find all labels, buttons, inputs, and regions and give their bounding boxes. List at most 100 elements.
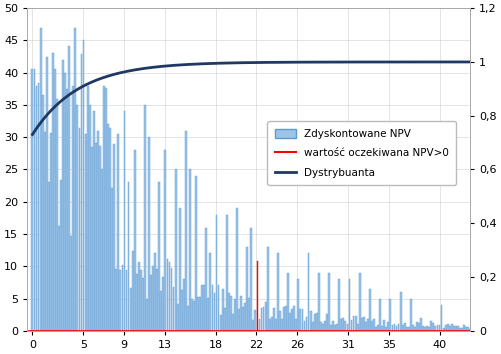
Bar <box>391 325 393 331</box>
Bar <box>283 307 285 331</box>
Bar <box>324 321 326 331</box>
Bar <box>73 86 74 331</box>
Bar <box>130 289 132 331</box>
Bar <box>291 309 293 331</box>
Bar <box>191 299 193 331</box>
Bar <box>443 328 444 331</box>
Bar <box>334 325 336 331</box>
Bar <box>343 318 344 331</box>
Bar <box>36 86 38 331</box>
Bar <box>365 322 367 331</box>
Bar <box>330 325 332 331</box>
Bar <box>369 289 371 331</box>
Bar <box>187 307 189 331</box>
Bar <box>269 319 271 331</box>
Bar <box>357 324 359 331</box>
Bar <box>148 137 150 331</box>
Bar <box>193 301 195 331</box>
Bar <box>168 262 170 331</box>
Bar <box>183 279 185 331</box>
Bar <box>436 325 438 331</box>
Bar <box>259 319 261 331</box>
Bar <box>406 327 408 331</box>
Bar <box>203 285 205 331</box>
Bar <box>160 291 162 331</box>
Bar <box>77 105 78 331</box>
Bar <box>230 296 232 331</box>
Bar <box>296 319 297 331</box>
Bar <box>422 326 424 331</box>
Bar <box>308 253 310 331</box>
Bar <box>304 321 306 331</box>
Bar <box>181 290 183 331</box>
Bar <box>70 236 72 331</box>
Bar <box>273 308 275 331</box>
Bar <box>62 60 64 331</box>
Bar <box>207 298 209 331</box>
Bar <box>234 299 236 331</box>
Bar <box>126 270 127 331</box>
Bar <box>310 311 312 331</box>
Bar <box>119 270 121 331</box>
Bar <box>359 273 361 331</box>
Bar <box>375 327 377 331</box>
Bar <box>447 324 448 331</box>
Bar <box>326 314 328 331</box>
Bar <box>349 279 350 331</box>
Bar <box>122 265 123 331</box>
Bar <box>44 132 46 331</box>
Bar <box>389 298 391 331</box>
Bar <box>173 287 174 331</box>
Bar <box>115 269 117 331</box>
Bar <box>381 326 383 331</box>
Bar <box>201 285 203 331</box>
Bar <box>142 278 144 331</box>
Bar <box>336 324 338 331</box>
Bar <box>432 323 434 331</box>
Bar <box>224 308 225 331</box>
Bar <box>248 298 250 331</box>
Bar <box>404 322 406 331</box>
Bar <box>215 215 217 331</box>
Bar <box>377 325 379 331</box>
Bar <box>109 128 111 331</box>
Bar <box>300 309 301 331</box>
Bar <box>52 53 54 331</box>
Bar <box>103 86 105 331</box>
Bar <box>408 327 410 331</box>
Bar <box>136 274 138 331</box>
Bar <box>453 326 455 331</box>
Bar <box>209 253 211 331</box>
Bar <box>91 147 93 331</box>
Bar <box>48 182 50 331</box>
Bar <box>211 285 213 331</box>
Bar <box>101 169 103 331</box>
Bar <box>340 319 342 331</box>
Bar <box>83 40 85 331</box>
Bar <box>257 261 259 331</box>
Bar <box>316 313 318 331</box>
Bar <box>93 112 95 331</box>
Bar <box>440 305 442 331</box>
Bar <box>285 306 287 331</box>
Bar <box>250 228 252 331</box>
Bar <box>420 318 422 331</box>
Bar <box>320 322 322 331</box>
Bar <box>81 54 83 331</box>
Bar <box>79 128 80 331</box>
Bar <box>46 57 48 331</box>
Bar <box>387 322 389 331</box>
Bar <box>306 317 308 331</box>
Bar <box>345 321 346 331</box>
Bar <box>385 327 387 331</box>
Bar <box>351 320 352 331</box>
Bar <box>371 321 373 331</box>
Bar <box>240 296 242 331</box>
Legend: Zdyskontowane NPV, wartość oczekiwana NPV>0, Dystrybuanta: Zdyskontowane NPV, wartość oczekiwana NP… <box>268 121 456 185</box>
Bar <box>322 324 324 331</box>
Bar <box>338 279 340 331</box>
Bar <box>332 321 334 331</box>
Bar <box>75 28 76 331</box>
Bar <box>416 322 418 331</box>
Bar <box>213 293 215 331</box>
